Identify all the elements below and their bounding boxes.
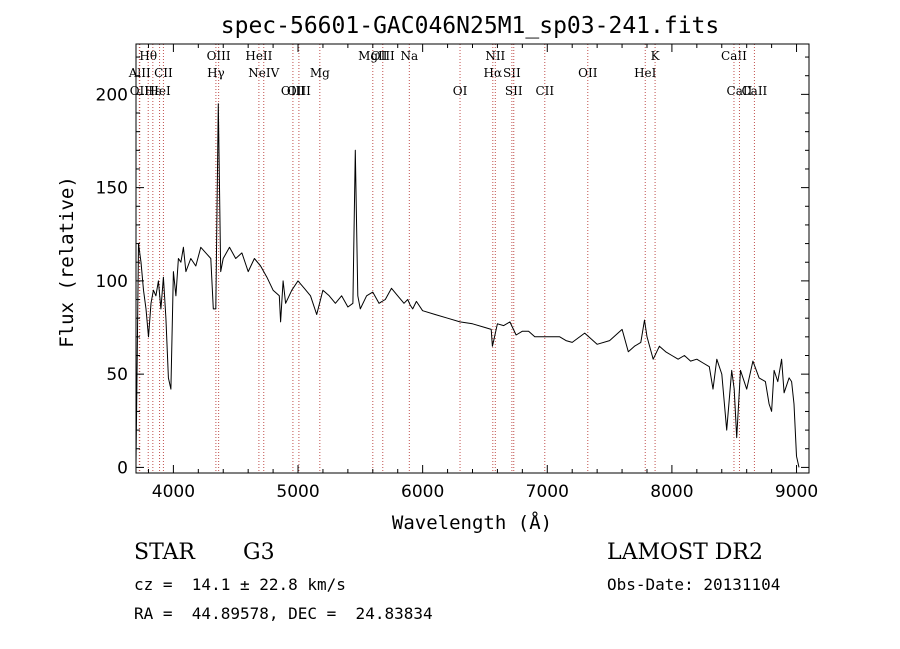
y-tick-label: 150	[96, 179, 128, 199]
spectral-line-label: OIII	[287, 84, 311, 98]
spectral-line-label: CII	[535, 84, 554, 98]
spectral-line-label: Hα	[484, 66, 503, 80]
spectral-line-label: SII	[505, 84, 523, 98]
spectral-line-label: Mg	[310, 66, 330, 80]
x-tick-label: 5000	[276, 482, 319, 502]
spectral-line-label: HeI	[148, 84, 171, 98]
spectral-line-label: HeI	[634, 66, 657, 80]
spectral-line-label: CII	[154, 66, 173, 80]
y-axis-label: Flux (relative)	[56, 176, 78, 348]
spectral-line-label: CaII	[721, 49, 747, 63]
chart-title: spec-56601-GAC046N25M1_sp03-241.fits	[221, 13, 720, 39]
spectral-line-label: Hγ	[207, 66, 225, 80]
redshift-info: cz = 14.1 ± 22.8 km/s	[134, 575, 346, 594]
axis-ticks: 4000 5000 6000 7000 8000 9000 0 50 100 150 200	[96, 44, 819, 502]
spectral-line-label: OI	[453, 84, 468, 98]
spectral-line-label: NeIV	[248, 66, 279, 80]
y-tick-label: 100	[96, 272, 128, 292]
spectrum-series	[136, 104, 799, 468]
x-tick-label: 9000	[775, 482, 818, 502]
spectral-line-label: SII	[503, 66, 521, 80]
x-tick-label: 7000	[526, 482, 569, 502]
y-tick-label: 0	[117, 458, 128, 478]
spectral-line-label: Na	[400, 49, 418, 63]
object-subclass: G3	[243, 540, 275, 565]
spectral-line-label: Hθ	[139, 49, 157, 63]
x-tick-label: 4000	[152, 482, 195, 502]
spectral-line-label: OII	[578, 66, 598, 80]
y-tick-label: 200	[96, 85, 128, 105]
plot-frame	[136, 44, 809, 473]
x-tick-label: 6000	[401, 482, 444, 502]
spectrum-line	[136, 104, 799, 468]
object-class: STAR	[134, 540, 195, 565]
x-tick-label: 8000	[650, 482, 693, 502]
spectral-line-label: CaII	[741, 84, 767, 98]
spectral-line-label: OIII	[371, 49, 395, 63]
spectral-line-label: NII	[485, 49, 505, 63]
x-axis-label: Wavelength (Å)	[392, 511, 552, 534]
obs-date: Obs-Date: 20131104	[607, 575, 780, 594]
spectral-line-label: OIII	[207, 49, 231, 63]
spectral-line-label: K	[651, 49, 661, 63]
y-tick-label: 50	[106, 365, 128, 385]
survey-name: LAMOST DR2	[607, 540, 763, 565]
spectral-line-label: HeII	[245, 49, 272, 63]
coordinates: RA = 44.89578, DEC = 24.83834	[134, 604, 433, 623]
